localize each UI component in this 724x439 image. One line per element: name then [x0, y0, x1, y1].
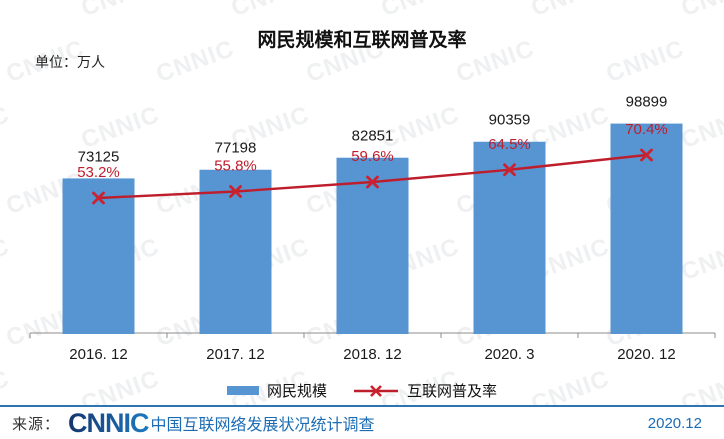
chart-title: 网民规模和互联网普及率	[257, 30, 467, 51]
penetration-label: 64.5%	[488, 136, 531, 153]
cnnic-logo: CNNIC	[68, 407, 149, 438]
legend-line-swatch	[354, 384, 398, 397]
penetration-marker	[92, 191, 105, 205]
legend-item-netizens: 网民规模	[226, 380, 327, 401]
x-axis-label: 2017. 12	[206, 346, 264, 363]
bar-2017-12	[199, 169, 272, 334]
bar-value-label: 98899	[626, 94, 668, 111]
x-axis-label: 2020. 12	[617, 346, 675, 363]
legend-item-penetration: 互联网普及率	[353, 380, 497, 401]
footer: 来源： CNNIC 中国互联网络发展状况统计调查 2020.12	[0, 405, 724, 439]
bar-2020-3	[473, 141, 546, 334]
x-axis-label: 2016. 12	[69, 346, 127, 363]
bar-value-label: 82851	[352, 128, 394, 145]
x-axis-label: 2020. 3	[484, 346, 534, 363]
bar-2018-12	[336, 157, 409, 334]
penetration-marker	[640, 148, 653, 162]
bar-value-label: 73125	[78, 148, 120, 165]
penetration-marker	[503, 163, 516, 177]
bar-value-label: 90359	[489, 112, 531, 129]
penetration-label: 70.4%	[625, 121, 668, 138]
unit-label: 单位：万人	[35, 54, 105, 70]
penetration-label: 59.6%	[351, 148, 394, 165]
legend-label-netizens: 网民规模	[266, 383, 327, 400]
penetration-marker	[229, 185, 242, 198]
survey-title: 中国互联网络发展状况统计调查	[150, 417, 375, 434]
penetration-label: 53.2%	[77, 164, 120, 181]
bar-value-label: 77198	[215, 140, 257, 157]
penetration-label: 55.8%	[214, 158, 257, 175]
bar-2016-12	[62, 178, 135, 334]
source-label: 来源：	[12, 415, 61, 433]
x-axis-label: 2018. 12	[343, 346, 401, 363]
footer-date: 2020.12	[647, 414, 702, 432]
penetration-marker	[366, 175, 379, 189]
legend-bar-swatch	[226, 386, 259, 395]
legend: 网民规模 互联网普及率	[0, 380, 724, 401]
legend-label-penetration: 互联网普及率	[407, 383, 498, 400]
